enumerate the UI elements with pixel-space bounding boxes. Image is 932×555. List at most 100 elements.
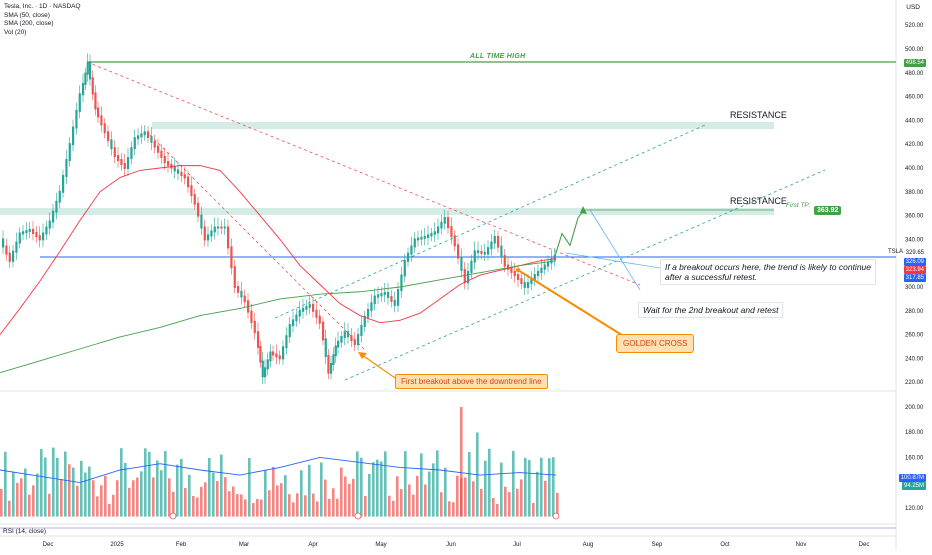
candle-body <box>347 331 350 338</box>
volume-bar <box>176 464 179 517</box>
golden-cross-label: GOLDEN CROSS <box>616 334 695 353</box>
volume-bar <box>256 499 259 517</box>
sma50-price-tag: 323.94 <box>903 266 926 274</box>
candle-body <box>52 210 55 223</box>
support-price-tag: 326.09 <box>903 258 926 266</box>
candle-body <box>8 252 11 262</box>
candle-body <box>324 338 327 358</box>
candle-body <box>403 259 406 277</box>
volume-bar <box>464 477 467 517</box>
volume-bar <box>192 495 195 517</box>
candle-body <box>360 324 363 336</box>
candle-body <box>370 302 373 312</box>
candle-body <box>443 216 446 224</box>
price-tick-5: 420.00 <box>905 142 924 148</box>
candle-body <box>298 309 301 317</box>
candle-body <box>213 226 216 233</box>
volume-bar-spike <box>460 407 463 517</box>
volume-bar <box>80 460 83 517</box>
candle-body <box>517 274 520 281</box>
volume-bar <box>320 462 323 517</box>
volume-bar <box>100 485 103 517</box>
candle-body <box>487 247 490 255</box>
event-marker-earnings-3 <box>552 512 560 520</box>
ath-price-tag: 498.54 <box>903 59 926 67</box>
candle-body <box>264 367 267 378</box>
candle-body <box>210 230 213 237</box>
candle-body <box>253 320 256 334</box>
candle-body <box>123 163 126 169</box>
price-tick-15: 220.00 <box>905 380 924 386</box>
time-tick-4: Apr <box>308 542 317 548</box>
candle-body <box>120 159 123 166</box>
volume-bar <box>440 492 443 517</box>
candle-body <box>530 278 533 285</box>
volume-bar <box>116 480 119 517</box>
candle-body <box>62 174 65 193</box>
volume-bar <box>84 472 87 517</box>
candle-body <box>223 226 226 229</box>
volume-tick-2: 160.00 <box>905 455 924 461</box>
candle-body <box>470 260 473 273</box>
legend-vol: Vol (20) <box>4 28 27 36</box>
candle-body <box>203 226 206 241</box>
volume-bar <box>172 491 175 517</box>
volume-bar <box>408 484 411 517</box>
volume-bar <box>200 486 203 517</box>
candle-body <box>533 274 536 281</box>
candle-body <box>467 270 470 284</box>
candle-body <box>25 230 28 234</box>
candle-body <box>91 77 94 95</box>
candle-body <box>35 232 38 238</box>
candle-body <box>84 72 87 85</box>
volume-bar <box>540 457 543 517</box>
volume-bar <box>60 478 63 517</box>
volume-bar <box>344 476 347 517</box>
volume-bar <box>528 460 531 517</box>
resistance-zone-mid <box>0 208 774 215</box>
volume-bar <box>156 460 159 517</box>
volume-bar <box>220 454 223 517</box>
volume-bar <box>424 484 427 517</box>
volume-bar <box>400 489 403 517</box>
candle-body <box>78 93 81 112</box>
volume-bar <box>140 471 143 517</box>
time-tick-11: Nov <box>796 542 807 548</box>
candle-body <box>220 226 223 229</box>
candle-body <box>480 251 483 254</box>
volume-bar <box>544 480 547 517</box>
volume-tick-0: 200.00 <box>905 405 924 411</box>
candle-body <box>380 293 383 297</box>
volume-bar <box>32 485 35 517</box>
volume-tick-1: 180.00 <box>905 430 924 436</box>
volume-bar <box>316 501 319 517</box>
currency-label[interactable]: USD <box>906 4 920 11</box>
candle-body <box>200 214 203 229</box>
volume-bar <box>284 475 287 517</box>
candle-body <box>427 234 430 239</box>
volume-bar <box>512 451 515 517</box>
candle-body <box>292 319 295 327</box>
candle-body <box>167 161 170 166</box>
candle-body <box>503 255 506 267</box>
candle-body <box>261 360 264 378</box>
volume-bar <box>136 477 139 517</box>
volume-bar <box>392 500 395 517</box>
volume-bar <box>348 483 351 517</box>
price-tick-4: 440.00 <box>905 118 924 124</box>
sma200-price-tag: 317.85 <box>903 274 926 282</box>
candle-body <box>180 171 183 177</box>
candle-body <box>457 244 460 259</box>
candle-body <box>510 267 513 273</box>
candle-body <box>450 226 453 238</box>
volume-bar <box>148 451 151 517</box>
volume-bar <box>168 478 171 517</box>
candle-body <box>305 305 308 310</box>
candle-body <box>143 131 146 136</box>
candle-body <box>460 256 463 271</box>
candle-body <box>410 245 413 255</box>
volume-bar <box>72 467 75 517</box>
price-tick-3: 460.00 <box>905 95 924 101</box>
volume-bar <box>0 488 3 517</box>
volume-bar <box>376 459 379 517</box>
